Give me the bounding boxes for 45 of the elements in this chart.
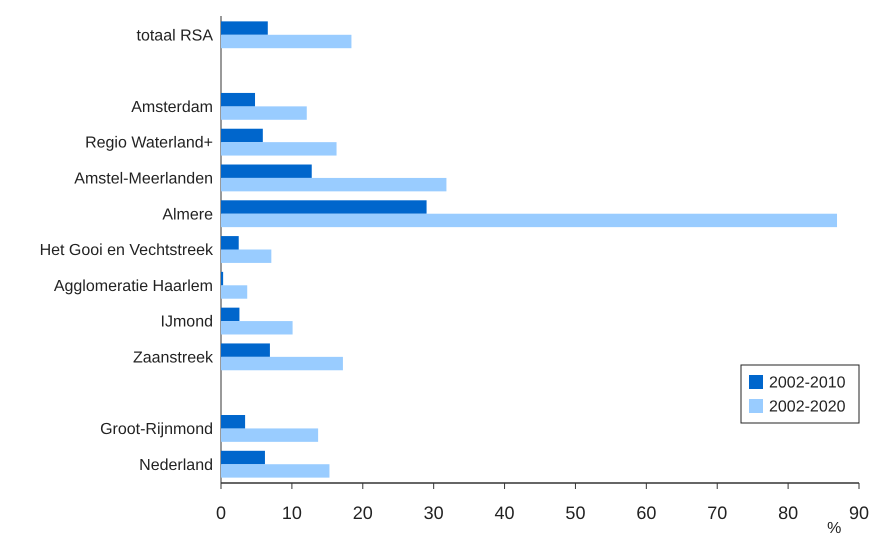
bar <box>221 142 337 156</box>
x-tick-label: 20 <box>352 503 373 523</box>
bar <box>221 285 248 299</box>
y-tick-label: Het Gooi en Vechtstreek <box>40 242 214 260</box>
x-tick-label: 10 <box>282 503 302 523</box>
bar <box>221 92 256 106</box>
x-tick-label: 90 <box>848 503 870 523</box>
y-tick-label: Amsterdam <box>131 98 213 116</box>
bar <box>221 21 268 35</box>
x-tick-label: 0 <box>216 503 226 523</box>
y-tick-label: totaal RSA <box>136 27 214 44</box>
bar <box>221 356 343 370</box>
x-tick-label: 50 <box>565 503 586 523</box>
y-tick-label: IJmond <box>160 314 213 331</box>
bar <box>221 164 312 178</box>
bar <box>221 214 838 228</box>
legend-label: 2002-2020 <box>769 398 846 416</box>
bar <box>221 415 246 428</box>
y-tick-label: Nederland <box>139 456 213 474</box>
y-tick-label: Groot-Rijnmond <box>100 421 213 438</box>
x-tick-label: 70 <box>707 503 728 523</box>
bar <box>221 128 263 142</box>
bar <box>221 321 293 334</box>
x-axis-title: % <box>827 520 842 537</box>
x-tick-label: 30 <box>424 503 444 523</box>
bar <box>221 250 272 263</box>
y-tick-label: Agglomeratie Haarlem <box>54 278 213 295</box>
x-tick-label: 60 <box>636 503 656 523</box>
bar <box>221 428 318 442</box>
legend-label: 2002-2010 <box>769 374 846 392</box>
y-tick-label: Amstel-Meerlanden <box>74 170 213 188</box>
y-tick-label: Zaanstreek <box>132 349 214 366</box>
bar <box>221 464 330 478</box>
bar <box>221 450 265 464</box>
bar <box>221 34 352 48</box>
bar <box>221 200 427 214</box>
x-tick-label: 80 <box>778 503 798 523</box>
bar <box>221 343 270 357</box>
y-tick-label: Regio Waterland+ <box>85 134 213 152</box>
x-tick-label: 40 <box>494 503 515 523</box>
bar <box>221 178 446 192</box>
bar <box>221 236 239 250</box>
y-tick-label: Almere <box>162 206 214 224</box>
bar <box>221 308 240 322</box>
bar <box>221 106 307 120</box>
